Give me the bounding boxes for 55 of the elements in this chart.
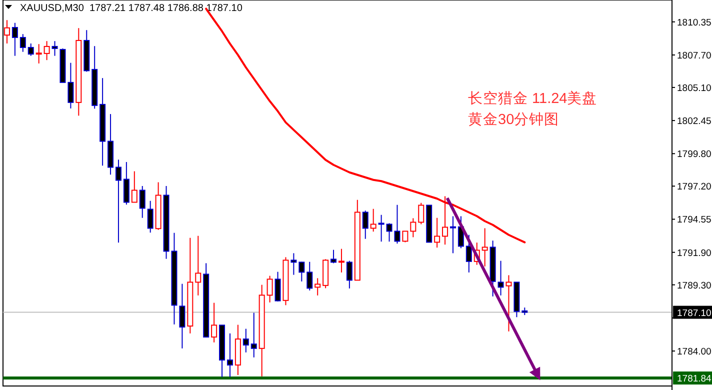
candlestick bbox=[179, 283, 186, 349]
candlestick bbox=[306, 261, 313, 291]
y-tick-label: 1807.70 bbox=[677, 50, 712, 62]
y-tick-label: 1789.30 bbox=[677, 280, 712, 292]
candlestick bbox=[402, 230, 408, 243]
ref-line-label: 1787.10 bbox=[677, 308, 712, 319]
y-tick-label: 1805.10 bbox=[677, 82, 712, 94]
candlestick bbox=[314, 278, 321, 296]
annotation: 长空猎金 11.24美盘 bbox=[468, 90, 598, 107]
candlestick bbox=[52, 40, 58, 56]
candlestick bbox=[378, 214, 384, 242]
y-tick-label: 1794.55 bbox=[677, 214, 712, 226]
candlestick bbox=[346, 260, 352, 289]
ref-line-label: 1781.84 bbox=[677, 374, 712, 385]
y-tick-label: 1791.90 bbox=[677, 248, 712, 259]
y-tick-label: 1810.35 bbox=[677, 17, 712, 28]
candlestick bbox=[44, 40, 50, 61]
candlestick bbox=[226, 332, 233, 378]
y-tick-label: 1797.20 bbox=[677, 182, 712, 193]
candlestick bbox=[123, 162, 130, 206]
candlestick bbox=[131, 170, 138, 203]
candlestick bbox=[450, 216, 456, 254]
candlestick bbox=[12, 22, 18, 56]
candlestick bbox=[370, 208, 376, 232]
candlestick bbox=[498, 260, 504, 296]
candlestick bbox=[506, 274, 512, 332]
candlestick bbox=[68, 62, 74, 109]
candlestick bbox=[298, 261, 305, 282]
candlestick bbox=[482, 228, 488, 267]
candlestick bbox=[195, 235, 202, 296]
candlestick bbox=[250, 312, 257, 358]
candlestick bbox=[115, 159, 122, 244]
candlestick bbox=[330, 249, 337, 264]
candlestick bbox=[147, 200, 154, 234]
candlestick bbox=[266, 275, 273, 303]
candlestick bbox=[4, 20, 10, 44]
candlestick bbox=[20, 34, 26, 52]
candlestick bbox=[434, 217, 440, 248]
candlestick bbox=[362, 210, 368, 240]
candlestick bbox=[242, 328, 249, 353]
candlestick bbox=[139, 186, 146, 218]
candlestick bbox=[274, 271, 281, 302]
y-tick-label: 1802.45 bbox=[677, 116, 712, 128]
candlestick bbox=[410, 218, 416, 238]
candlestick bbox=[28, 42, 34, 56]
chart-title: XAUUSD,M30 1787.21 1787.48 1786.88 1787.10 bbox=[20, 3, 243, 14]
candlestick bbox=[290, 252, 297, 276]
candlestick bbox=[466, 234, 472, 273]
candlestick bbox=[338, 248, 344, 273]
candlestick bbox=[211, 302, 218, 343]
candlestick bbox=[418, 202, 424, 225]
annotation: 黄金30分钟图 bbox=[468, 111, 560, 128]
y-tick-label: 1784.00 bbox=[677, 346, 712, 358]
candlestick bbox=[36, 44, 42, 64]
y-tick-label: 1799.80 bbox=[677, 149, 712, 160]
